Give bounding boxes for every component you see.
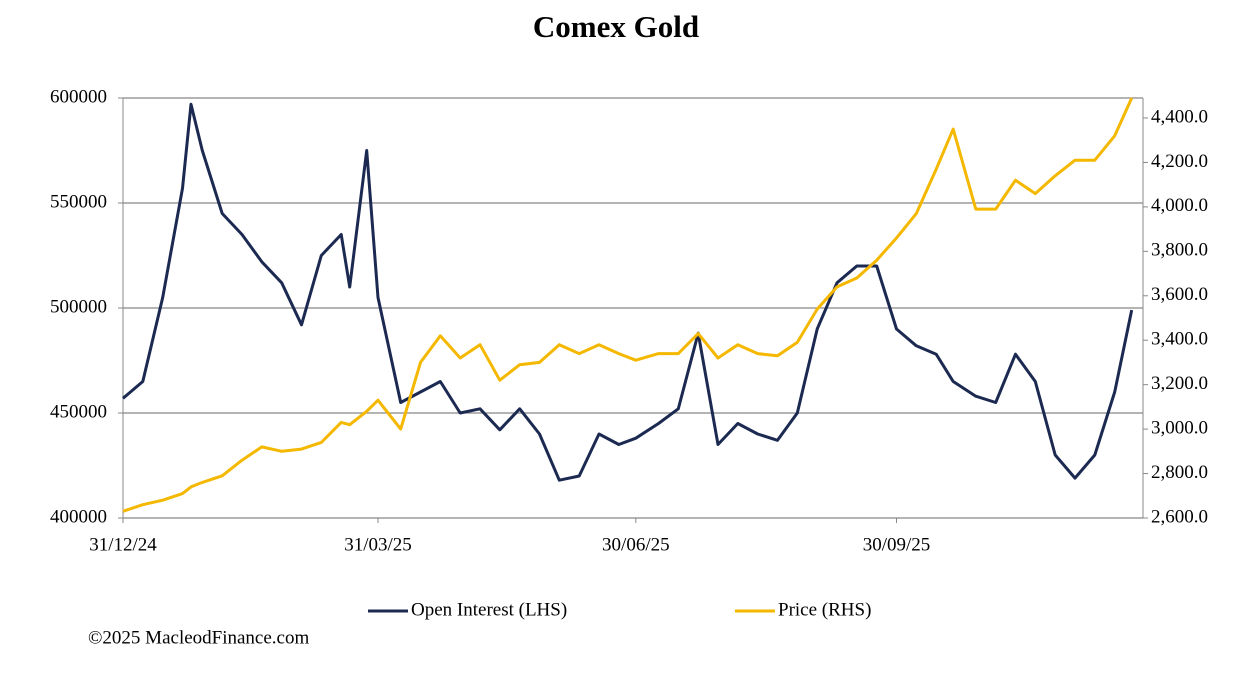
y-tick-label: 550000 [50, 191, 107, 212]
x-tick-label: 30/09/25 [863, 534, 931, 555]
y2-tick-label: 3,800.0 [1151, 240, 1208, 261]
x-tick-label: 31/03/25 [344, 534, 412, 555]
y2-tick-label: 2,600.0 [1151, 506, 1208, 527]
y2-tick-label: 4,200.0 [1151, 151, 1208, 172]
x-tick-label: 30/06/25 [602, 534, 670, 555]
chart-title: Comex Gold [533, 9, 699, 44]
y2-tick-label: 3,000.0 [1151, 417, 1208, 438]
y2-tick-label: 2,800.0 [1151, 462, 1208, 483]
y-tick-label: 500000 [50, 296, 107, 317]
legend-label: Price (RHS) [778, 599, 871, 620]
legend-label: Open Interest (LHS) [411, 599, 567, 620]
series-line [122, 102, 1134, 482]
y2-tick-label: 4,400.0 [1151, 106, 1208, 127]
x-tick-label: 31/12/24 [89, 534, 157, 555]
y-tick-label: 600000 [50, 86, 107, 107]
y2-tick-label: 3,200.0 [1151, 373, 1208, 394]
series-line [122, 97, 1134, 513]
footer: ©2025 MacleodFinance.com [88, 627, 309, 648]
y2-tick-label: 4,000.0 [1151, 195, 1208, 216]
y-tick-label: 450000 [50, 401, 107, 422]
y-tick-label: 400000 [50, 506, 107, 527]
y2-tick-label: 3,400.0 [1151, 329, 1208, 350]
y2-tick-label: 3,600.0 [1151, 284, 1208, 305]
